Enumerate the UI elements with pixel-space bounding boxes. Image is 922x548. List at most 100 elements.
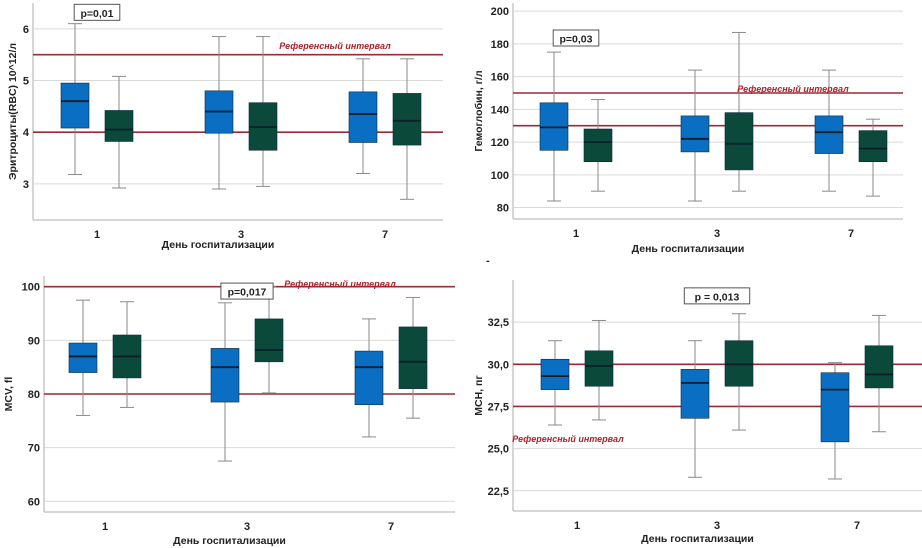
x-axis-label: День госпитализации — [641, 533, 754, 545]
box-iqr — [68, 342, 98, 373]
box-iqr — [104, 110, 134, 142]
y-axis-label: MCV, fl — [3, 377, 15, 412]
y-tick-label: 30,0 — [488, 359, 509, 371]
box-green-day-3 — [254, 286, 284, 394]
box-iqr — [583, 128, 613, 163]
x-tick-label: 1 — [574, 520, 580, 532]
box-iqr — [210, 348, 240, 403]
x-tick-label: 7 — [382, 229, 388, 241]
box-blue-day-1 — [540, 340, 570, 426]
y-axis-label: MCH, пг — [473, 375, 485, 416]
x-axis-label: День госпитализации — [632, 243, 745, 255]
reference-interval-label: Референсный интервал — [737, 84, 849, 94]
box-green-day-3 — [724, 31, 754, 192]
p-value-box — [683, 287, 751, 305]
y-tick-label: 4 — [23, 127, 30, 139]
y-tick-label: 100 — [22, 282, 40, 294]
panel-rbc-chart: 3 4 5 6 1 3 7 День госпитализации Эритроциты(RBC… — [7, 3, 443, 251]
y-tick-label: 27,5 — [488, 401, 509, 413]
box-green-day-3 — [724, 313, 754, 431]
reference-interval-label: Референсный интервал — [512, 434, 624, 444]
y-tick-label: 80 — [28, 389, 40, 401]
box-iqr — [348, 91, 378, 143]
y-tick-label: 200 — [491, 6, 509, 18]
box-blue-day-1 — [68, 299, 98, 416]
p-value-text: p=0,03 — [560, 34, 593, 46]
y-axis-label: Эритроциты(RBC) 10^12/л — [7, 43, 19, 180]
box-blue-day-1 — [539, 51, 569, 202]
box-green-day-1 — [583, 99, 613, 192]
p-value-box — [73, 3, 121, 21]
box-blue-day-3 — [204, 36, 234, 190]
box-blue-day-3 — [680, 340, 710, 478]
box-iqr — [724, 112, 754, 171]
p-value-box — [552, 29, 600, 47]
y-tick-label: 22,5 — [488, 486, 509, 498]
x-tick-label: 7 — [854, 520, 860, 532]
y-tick-label: 120 — [491, 137, 509, 149]
x-tick-label: 1 — [94, 229, 100, 241]
box-blue-day-3 — [680, 69, 710, 202]
y-tick-label: 70 — [28, 443, 40, 455]
box-iqr — [864, 345, 894, 389]
box-iqr — [398, 326, 428, 389]
p-value-annotation: p=0,03 — [552, 29, 600, 47]
y-tick-label: 100 — [491, 170, 509, 182]
y-tick-label: 60 — [28, 496, 40, 508]
x-tick-label: 3 — [714, 228, 720, 240]
box-green-day-7 — [392, 58, 422, 200]
y-tick-label: 6 — [23, 24, 29, 36]
x-tick-label: 3 — [244, 521, 250, 533]
box-green-day-7 — [864, 314, 894, 433]
box-iqr — [680, 369, 710, 419]
box-iqr — [540, 358, 570, 390]
y-tick-label: 25,0 — [488, 444, 509, 456]
p-value-box — [220, 282, 274, 300]
box-green-day-1 — [584, 319, 614, 421]
p-value-text: p=0,01 — [81, 8, 114, 20]
y-tick-label: 160 — [491, 72, 509, 84]
box-green-day-3 — [248, 36, 278, 187]
y-tick-label: 180 — [491, 39, 509, 51]
box-green-day-7 — [398, 296, 428, 419]
box-green-day-1 — [112, 301, 142, 408]
p-value-text: p=0,017 — [228, 287, 267, 299]
x-tick-label: 7 — [848, 228, 854, 240]
box-blue-day-7 — [814, 69, 844, 192]
x-tick-label: 1 — [573, 228, 579, 240]
x-tick-label: 3 — [238, 229, 244, 241]
p-value-annotation: p=0,01 — [73, 3, 121, 21]
x-axis-label: День госпитализации — [162, 239, 275, 251]
panel-mch-chart: 22,5 25,0 27,5 30,0 32,5 1 3 7 День госпитализац… — [473, 280, 922, 545]
x-tick-label: 7 — [388, 521, 394, 533]
box-iqr — [858, 130, 888, 163]
box-blue-day-3 — [210, 302, 240, 462]
box-iqr — [814, 115, 844, 154]
box-iqr — [680, 115, 710, 153]
box-iqr — [254, 318, 284, 363]
x-tick-label: 1 — [102, 521, 108, 533]
box-green-day-7 — [858, 118, 888, 197]
y-tick-label: 3 — [23, 179, 29, 191]
y-tick-label: 5 — [23, 76, 29, 88]
panel-mcv-chart: 60 70 80 90 100 1 3 7 День госпитализации MCV, fl… — [3, 276, 455, 547]
reference-interval-label: Референсный интервал — [279, 41, 391, 51]
p-value-annotation: p=0,017 — [220, 282, 274, 300]
p-value-text: p = 0,013 — [695, 291, 740, 303]
box-iqr — [392, 93, 422, 146]
box-iqr — [60, 82, 90, 129]
box-blue-day-1 — [60, 23, 90, 176]
x-tick-label: 3 — [714, 520, 720, 532]
panel-hemoglobin-chart: 80 100 120 140 160 180 200 1 3 7 День госпитализац… — [473, 3, 903, 255]
box-iqr — [820, 372, 850, 443]
p-value-annotation: p = 0,013 — [683, 287, 751, 305]
y-tick-label: 80 — [497, 203, 509, 215]
y-tick-label: 90 — [28, 335, 40, 347]
y-tick-label: 32,5 — [488, 317, 509, 329]
reference-interval-label: Референсный интервал — [284, 279, 396, 289]
y-tick-label: 140 — [491, 104, 509, 116]
box-blue-day-7 — [348, 58, 378, 174]
box-blue-day-7 — [820, 362, 850, 480]
box-green-day-1 — [104, 75, 134, 189]
